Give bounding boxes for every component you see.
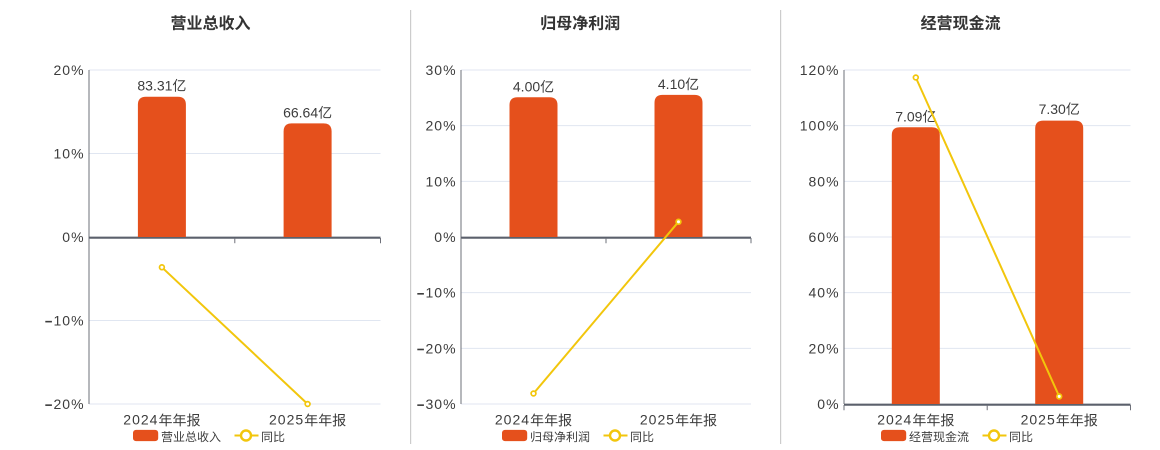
svg-text:66.64: 66.64 bbox=[283, 105, 318, 121]
svg-text:20%: 20% bbox=[809, 340, 840, 356]
svg-text:2024: 2024 bbox=[495, 411, 530, 427]
svg-text:4.00: 4.00 bbox=[513, 79, 540, 95]
svg-text:2024: 2024 bbox=[877, 411, 912, 427]
svg-text:20%: 20% bbox=[426, 118, 457, 134]
svg-text:0%: 0% bbox=[817, 396, 839, 412]
svg-text:60%: 60% bbox=[809, 229, 840, 245]
svg-text:100%: 100% bbox=[800, 118, 840, 134]
svg-text:7.09: 7.09 bbox=[895, 109, 922, 125]
svg-text:30%: 30% bbox=[426, 396, 457, 412]
svg-text:0%: 0% bbox=[434, 229, 456, 245]
svg-text:120%: 120% bbox=[800, 62, 840, 78]
svg-text:2025: 2025 bbox=[1021, 411, 1056, 427]
svg-text:2025: 2025 bbox=[640, 411, 675, 427]
svg-text:10%: 10% bbox=[426, 285, 457, 301]
svg-text:83.31: 83.31 bbox=[137, 78, 172, 94]
svg-text:20%: 20% bbox=[54, 62, 85, 78]
svg-text:2025: 2025 bbox=[269, 411, 304, 427]
svg-text:7.30: 7.30 bbox=[1039, 101, 1066, 117]
svg-text:40%: 40% bbox=[809, 285, 840, 301]
svg-text:30%: 30% bbox=[426, 62, 457, 78]
svg-text:80%: 80% bbox=[809, 173, 840, 189]
svg-text:2024: 2024 bbox=[123, 411, 158, 427]
svg-text:10%: 10% bbox=[54, 146, 85, 162]
svg-text:4.10: 4.10 bbox=[658, 76, 685, 92]
svg-text:20%: 20% bbox=[54, 396, 85, 412]
svg-text:10%: 10% bbox=[426, 173, 457, 189]
svg-text:20%: 20% bbox=[426, 340, 457, 356]
svg-text:0%: 0% bbox=[62, 229, 84, 245]
svg-text:10%: 10% bbox=[54, 313, 85, 329]
